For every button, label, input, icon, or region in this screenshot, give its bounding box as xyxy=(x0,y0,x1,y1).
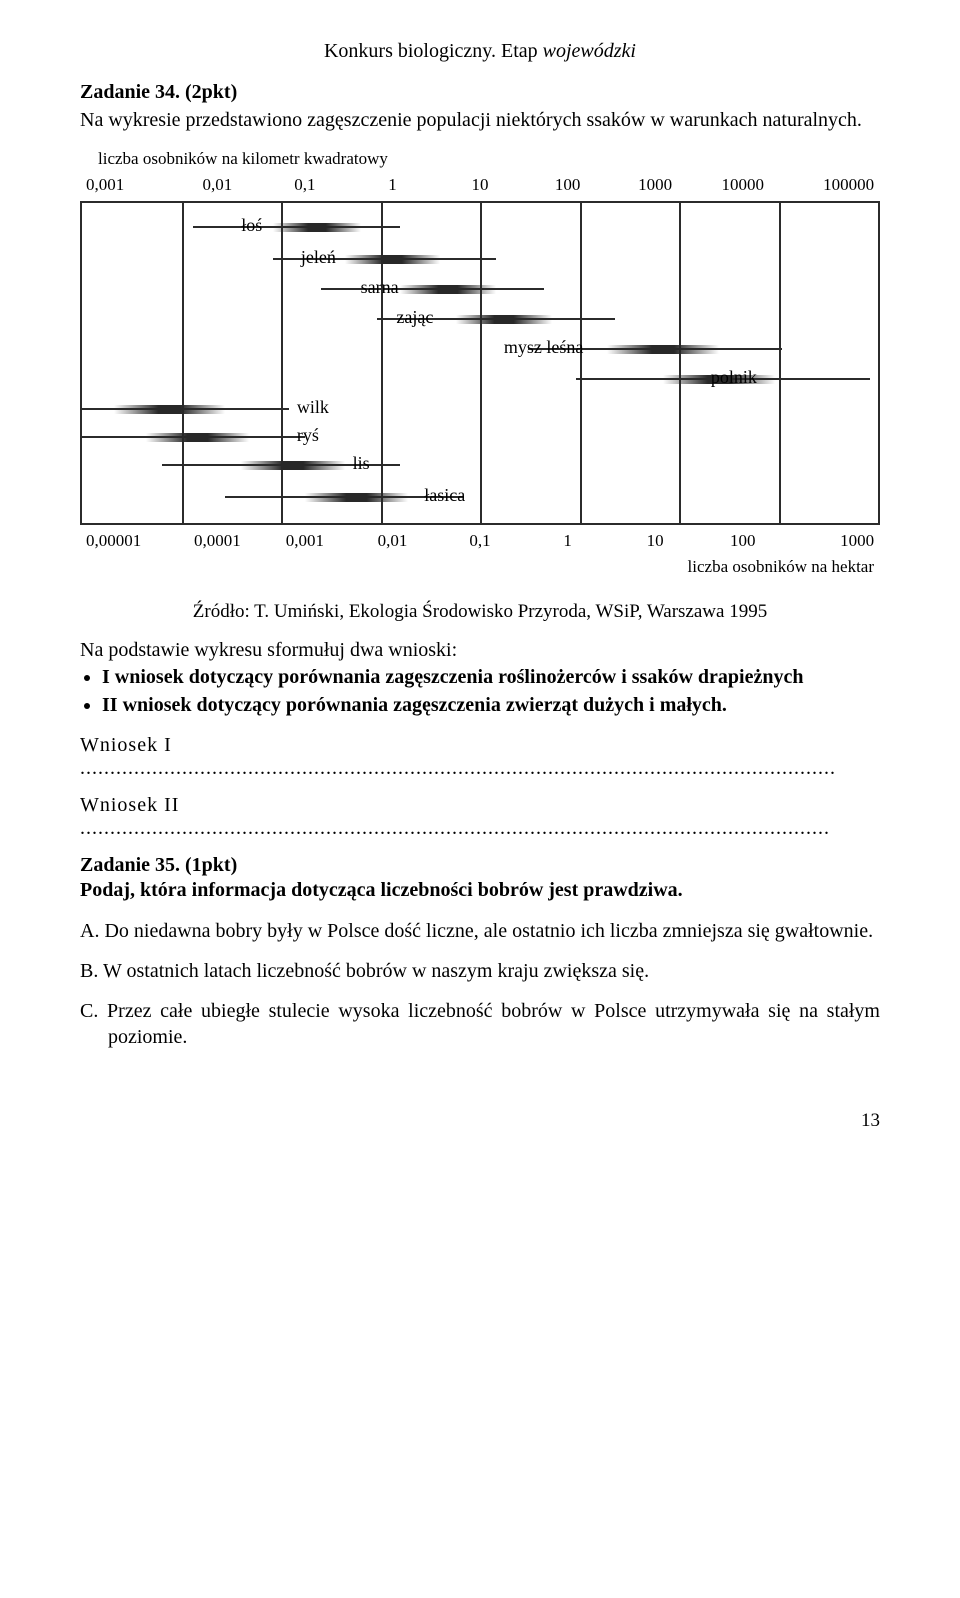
wniosek-1-line: Wniosek I ..............................… xyxy=(80,734,880,780)
instructions-list: I wniosek dotyczący porównania zagęszcze… xyxy=(102,664,880,718)
species-row: łasica xyxy=(82,481,878,513)
scale-top-row: 0,001 0,01 0,1 1 10 100 1000 10000 10000… xyxy=(80,175,880,195)
option-a: A. Do niedawna bobry były w Polsce dość … xyxy=(80,918,880,944)
species-row: zając xyxy=(82,303,878,335)
species-label: wilk xyxy=(297,397,329,418)
wniosek-2-text: Wniosek II .............................… xyxy=(80,794,830,839)
species-row: łoś xyxy=(82,211,878,243)
chart-plot-area: łoś jeleń sarna zając mysz leśna polnik wilk ry… xyxy=(80,201,880,525)
bullet2-text: II wniosek dotyczący porównania zagęszcz… xyxy=(102,694,727,716)
scale-top-tick: 0,1 xyxy=(261,175,349,195)
species-density-bar xyxy=(345,255,441,264)
scale-bottom-tick: 100 xyxy=(699,531,787,551)
task34-title: Zadanie 34. (2pkt) xyxy=(80,81,237,103)
scale-top-tick: 10 xyxy=(436,175,524,195)
species-row: sarna xyxy=(82,273,878,305)
page-number: 13 xyxy=(80,1110,880,1132)
header-prefix: Konkurs biologiczny. Etap xyxy=(324,40,543,62)
axis-bottom-label: liczba osobników na hektar xyxy=(80,557,874,577)
task34-intro: Na wykresie przedstawiono zagęszczenie p… xyxy=(80,108,880,133)
task34-block: Zadanie 34. (2pkt) Na wykresie przedstaw… xyxy=(80,81,880,133)
species-label: jeleń xyxy=(301,247,336,268)
density-chart: liczba osobników na kilometr kwadratowy … xyxy=(80,149,880,577)
species-label: łasica xyxy=(424,485,465,506)
scale-bottom-tick: 10 xyxy=(611,531,699,551)
species-density-bar xyxy=(456,315,552,324)
scale-top-tick: 0,001 xyxy=(86,175,174,195)
scale-bottom-tick: 0,1 xyxy=(436,531,524,551)
scale-bottom-tick: 0,001 xyxy=(261,531,349,551)
scale-bottom-tick: 1 xyxy=(524,531,612,551)
scale-bottom-tick: 0,01 xyxy=(349,531,437,551)
species-label: zając xyxy=(396,307,433,328)
scale-top-tick: 1 xyxy=(349,175,437,195)
wniosek-1-text: Wniosek I ..............................… xyxy=(80,734,836,779)
scale-top-tick: 10000 xyxy=(699,175,787,195)
species-density-bar xyxy=(241,461,344,470)
scale-bottom-tick: 0,0001 xyxy=(174,531,262,551)
scale-bottom-tick: 0,00001 xyxy=(86,531,174,551)
scale-bottom-row: 0,00001 0,0001 0,001 0,01 0,1 1 10 100 1… xyxy=(80,531,880,551)
species-row: lis xyxy=(82,449,878,481)
species-label: ryś xyxy=(297,425,319,446)
species-density-bar xyxy=(273,223,361,232)
species-density-bar xyxy=(146,433,249,442)
wniosek-2-line: Wniosek II .............................… xyxy=(80,794,880,840)
species-label: sarna xyxy=(361,277,399,298)
axis-top-label: liczba osobników na kilometr kwadratowy xyxy=(98,149,880,169)
scale-top-tick: 100000 xyxy=(787,175,875,195)
scale-top-tick: 1000 xyxy=(611,175,699,195)
instruction-bullet-1: I wniosek dotyczący porównania zagęszcze… xyxy=(102,664,880,690)
species-row: jeleń xyxy=(82,243,878,275)
scale-bottom-tick: 1000 xyxy=(787,531,875,551)
page-header: Konkurs biologiczny. Etap wojewódzki xyxy=(80,40,880,63)
option-b: B. W ostatnich latach liczebność bobrów … xyxy=(80,958,880,984)
instructions-lead: Na podstawie wykresu sformułuj dwa wnios… xyxy=(80,639,880,662)
scale-top-tick: 0,01 xyxy=(174,175,262,195)
bullet1-text: I wniosek dotyczący porównania zagęszcze… xyxy=(102,666,803,688)
option-c: C. Przez całe ubiegłe stulecie wysoka li… xyxy=(80,998,880,1050)
species-label: mysz leśna xyxy=(504,337,583,358)
task35-prompt: Podaj, która informacja dotycząca liczeb… xyxy=(80,879,880,902)
species-row: mysz leśna xyxy=(82,333,878,365)
species-label: lis xyxy=(353,453,370,474)
species-density-bar xyxy=(607,345,718,354)
species-density-bar xyxy=(400,285,496,294)
species-label: łoś xyxy=(241,215,262,236)
species-density-bar xyxy=(114,405,225,414)
chart-source: Źródło: T. Umiński, Ekologia Środowisko … xyxy=(80,601,880,623)
species-row: polnik xyxy=(82,363,878,395)
task35-title: Zadanie 35. (1pkt) xyxy=(80,854,237,876)
species-label: polnik xyxy=(711,367,757,388)
header-italic: wojewódzki xyxy=(543,40,636,62)
scale-top-tick: 100 xyxy=(524,175,612,195)
species-density-bar xyxy=(305,493,408,502)
instruction-bullet-2: II wniosek dotyczący porównania zagęszcz… xyxy=(102,692,880,718)
